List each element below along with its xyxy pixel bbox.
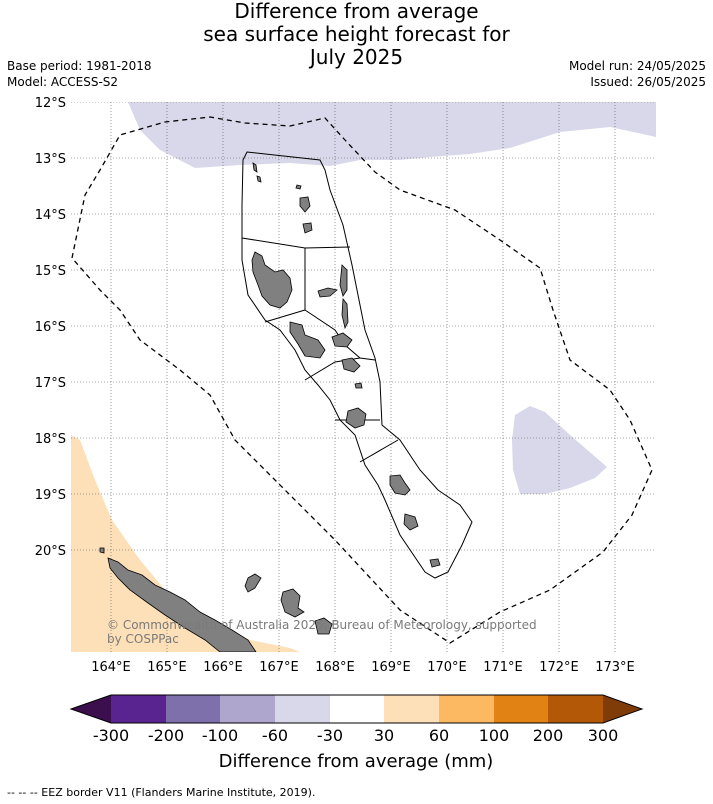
colorbar-segment — [111, 695, 166, 723]
positive-anomaly-southwest — [71, 435, 300, 652]
island-epi — [341, 357, 361, 373]
model-name: Model: ACCESS-S2 — [7, 75, 119, 89]
lon-label: 168°E — [315, 660, 355, 675]
model-run: Model run: 24/05/2025 — [568, 59, 706, 73]
island-maewo — [341, 297, 349, 330]
island-torres-2 — [256, 175, 262, 183]
island-loyalty-lifou — [280, 588, 305, 618]
island-tanna — [403, 513, 419, 531]
colorbar-segment — [330, 695, 384, 723]
colorbar-tick: 30 — [374, 726, 394, 745]
meta-right: Model run: 24/05/2025 Issued: 26/05/2025 — [569, 58, 706, 90]
title-line-2: sea surface height forecast for — [203, 22, 510, 46]
credit-line-2: by COSPPac — [107, 632, 179, 646]
colorbar-extend-high — [603, 695, 642, 723]
colorbar-segment — [439, 695, 494, 723]
colorbar-segment — [494, 695, 548, 723]
longitude-labels: 164°E 165°E 166°E 167°E 168°E 169°E 170°… — [91, 660, 635, 675]
lat-label: 19°S — [35, 488, 66, 503]
meta-left: Base period: 1981-2018 Model: ACCESS-S2 — [7, 58, 152, 90]
island-belep — [99, 547, 105, 554]
outer-region-outline — [241, 151, 473, 579]
chart-title: Difference from average sea surface heig… — [0, 0, 713, 69]
colorbar-tick: -300 — [93, 726, 129, 745]
lat-label: 15°S — [35, 264, 66, 279]
colorbar-tick: 200 — [533, 726, 564, 745]
footer-note: -- -- -- EEZ border V11 (Flanders Marine… — [7, 786, 316, 799]
lon-label: 173°E — [595, 660, 635, 675]
colorbar-outline — [69, 694, 644, 724]
colorbar-tick: -60 — [262, 726, 288, 745]
base-period: Base period: 1981-2018 — [7, 59, 152, 73]
island-small-1 — [295, 184, 302, 190]
negative-anomaly-north — [128, 102, 656, 168]
island-vanua-lava — [299, 196, 311, 213]
island-ambae — [317, 287, 338, 298]
colorbar-segment — [166, 695, 220, 723]
colorbar-label: Difference from average (mm) — [219, 751, 494, 772]
colorbar-tick: -100 — [202, 726, 238, 745]
lat-label: 12°S — [35, 96, 66, 111]
lat-label: 16°S — [35, 320, 66, 335]
credit-line-1: © Commonwealth of Australia 2025, Bureau… — [107, 618, 537, 632]
lon-label: 169°E — [371, 660, 411, 675]
map-area: © Commonwealth of Australia 2025, Bureau… — [71, 102, 656, 652]
colorbar-segment — [548, 695, 603, 723]
island-loyalty-ouvea — [244, 573, 262, 593]
lat-label: 18°S — [35, 432, 66, 447]
colorbar-tick: -30 — [317, 726, 343, 745]
island-loyalty-mare — [314, 617, 333, 635]
colorbar-segment — [220, 695, 275, 723]
ocean-background — [71, 102, 656, 652]
island-malekula — [289, 321, 326, 359]
eez-border — [71, 116, 653, 644]
island-pentecost — [339, 264, 348, 297]
colorbar-tick: -200 — [148, 726, 184, 745]
lon-label: 165°E — [147, 660, 187, 675]
lat-label: 17°S — [35, 376, 66, 391]
island-new-caledonia — [107, 557, 257, 652]
latitude-labels: 12°S 13°S 14°S 15°S 16°S 17°S 18°S 19°S … — [35, 96, 66, 559]
island-efate — [345, 407, 367, 429]
colorbar-segment — [275, 695, 330, 723]
colorbar-segment — [384, 695, 439, 723]
colorbar-tick: 300 — [588, 726, 619, 745]
lat-label: 20°S — [35, 544, 66, 559]
lon-label: 170°E — [427, 660, 467, 675]
issued-date: Issued: 26/05/2025 — [590, 75, 706, 89]
island-erromango — [389, 474, 411, 496]
lon-label: 167°E — [259, 660, 299, 675]
title-line-1: Difference from average — [234, 0, 479, 23]
lon-label: 166°E — [203, 660, 243, 675]
colorbar-tick: 100 — [479, 726, 510, 745]
island-espiritu-santo — [251, 251, 293, 309]
lat-label: 13°S — [35, 152, 66, 167]
lon-label: 172°E — [539, 660, 579, 675]
province-boundaries — [241, 151, 473, 579]
lat-label: 14°S — [35, 208, 66, 223]
colorbar-extend-low — [71, 695, 111, 723]
title-line-3: July 2025 — [309, 45, 404, 69]
negative-anomaly-east — [512, 406, 607, 494]
island-torres — [252, 162, 258, 173]
colorbar: -300 -200 -100 -60 -30 30 60 100 200 300… — [69, 694, 644, 772]
island-gaua — [302, 222, 313, 234]
land-masses — [99, 162, 441, 652]
island-ambrym — [331, 332, 353, 348]
island-aneityum — [429, 558, 441, 568]
lon-label: 164°E — [91, 660, 131, 675]
island-shepherds — [354, 382, 363, 389]
colorbar-tick: 60 — [429, 726, 449, 745]
lon-label: 171°E — [483, 660, 523, 675]
